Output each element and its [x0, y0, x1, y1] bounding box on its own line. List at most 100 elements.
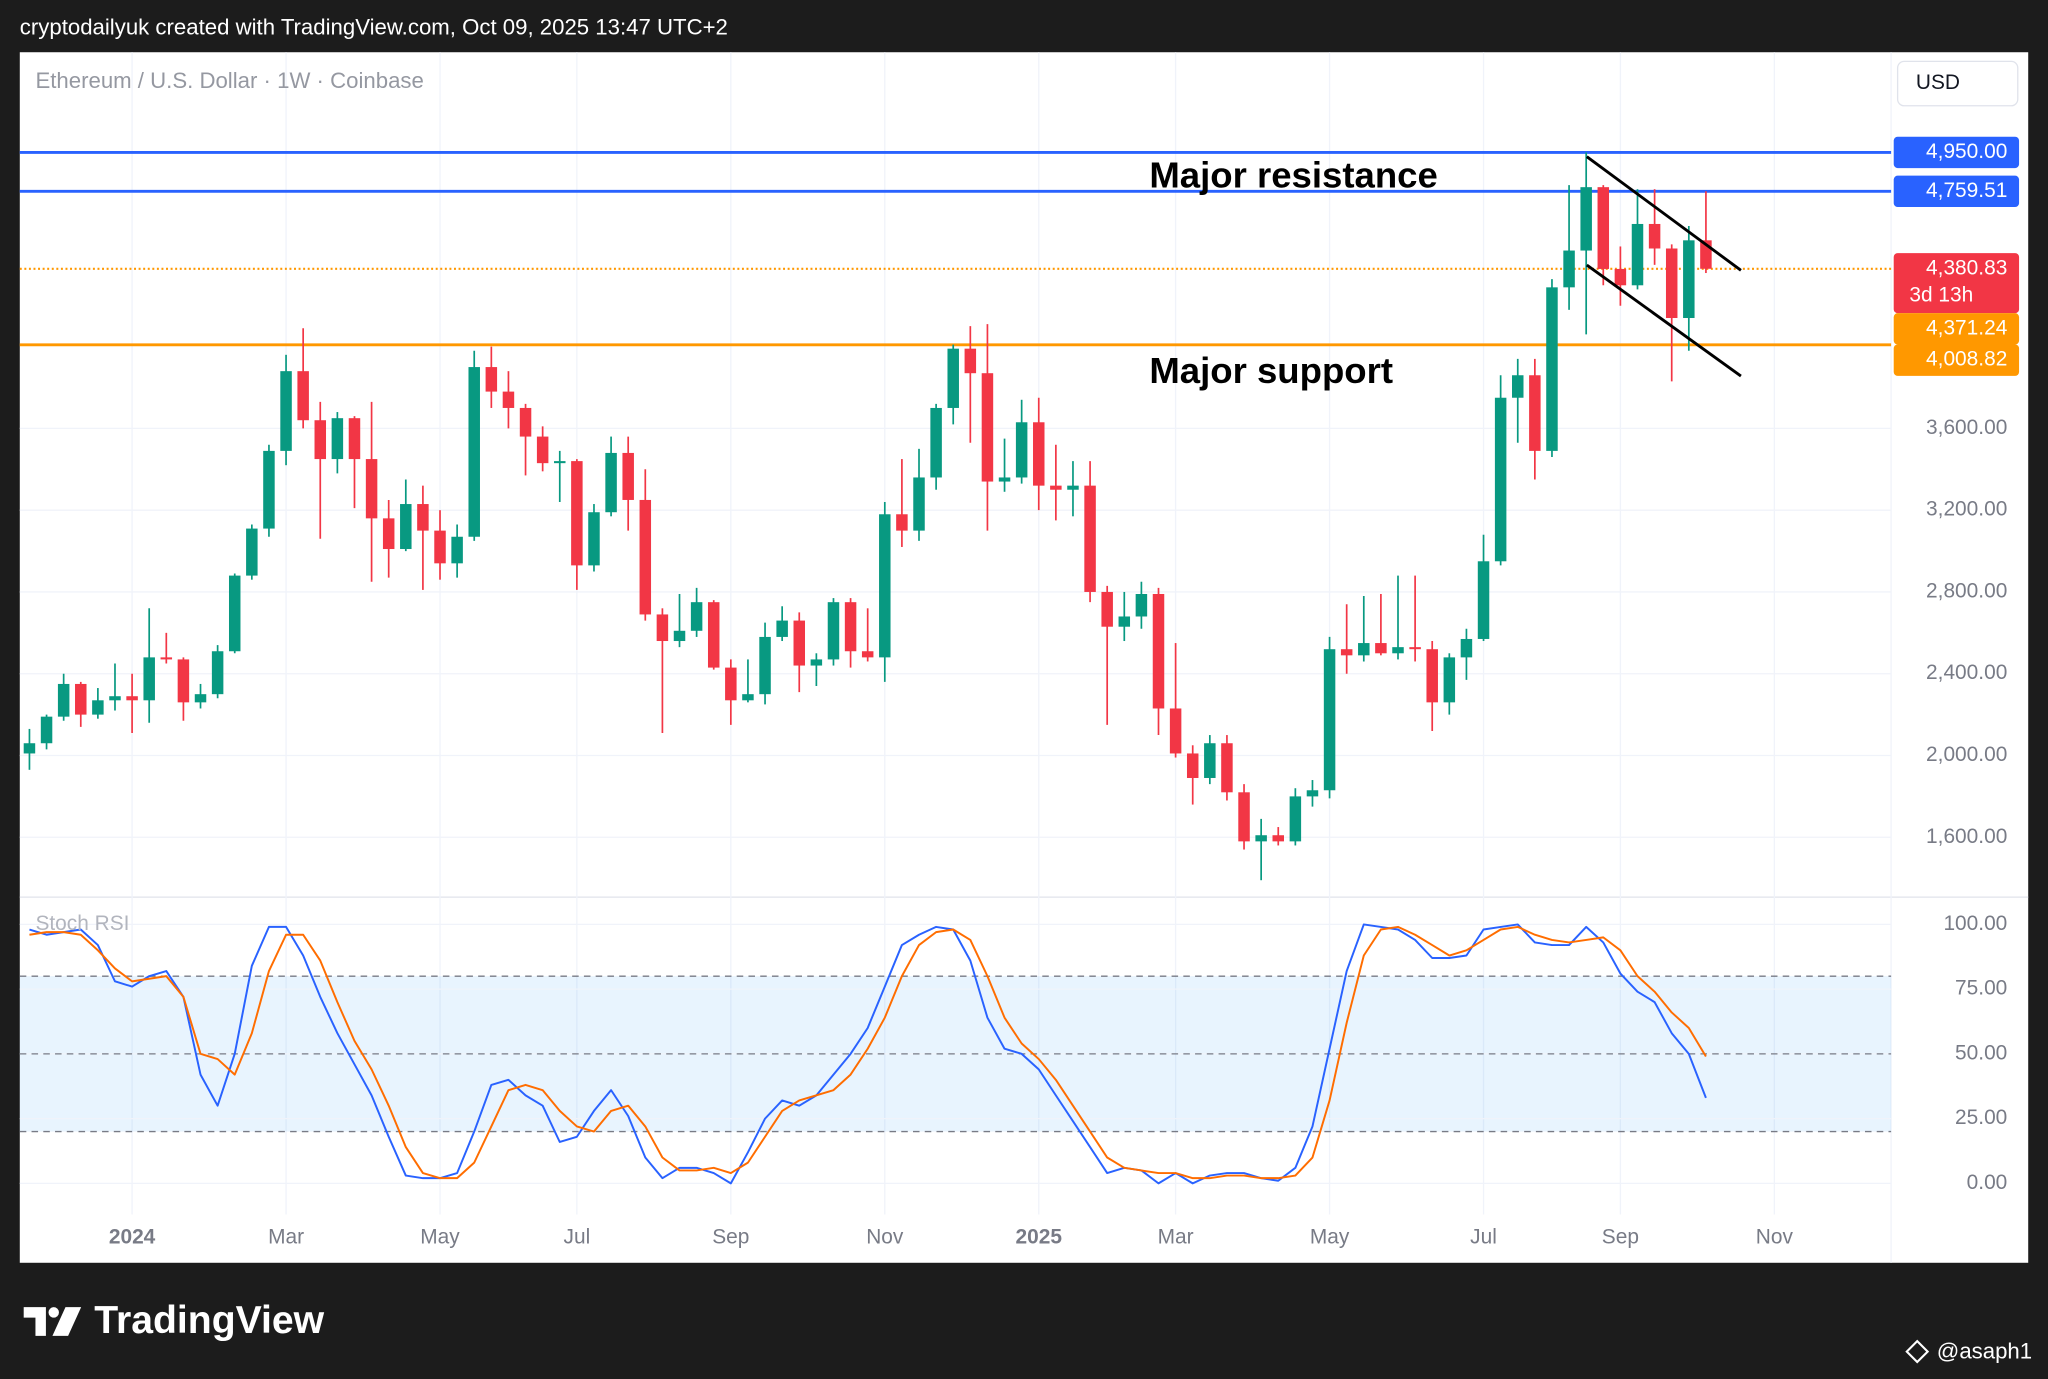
candle-body [228, 575, 241, 652]
x-tick-label: Jul [1470, 1225, 1497, 1248]
x-tick-label: Nov [866, 1225, 904, 1248]
candle-body [331, 418, 344, 460]
candle-body [742, 694, 754, 701]
candle-body [1118, 616, 1131, 627]
candle-body [879, 514, 891, 658]
candle-body [246, 528, 258, 576]
candle-body [1409, 647, 1421, 650]
candle-body [382, 518, 395, 550]
footer-brand: TradingView [94, 1299, 324, 1342]
candle-body [143, 657, 155, 701]
currency-button[interactable] [1896, 60, 2019, 107]
x-tick-label: Mar [268, 1225, 304, 1248]
x-tick-label: Nov [1756, 1225, 1794, 1248]
candle-body [998, 477, 1011, 482]
candle-body [776, 620, 788, 637]
candle-body [194, 694, 207, 703]
candle-body [1323, 649, 1336, 791]
candle-body [622, 452, 634, 500]
currency-label[interactable]: USD [1916, 71, 1960, 94]
candle-body [1084, 485, 1096, 592]
candle-body [1289, 796, 1302, 842]
price-tag [1893, 175, 2020, 208]
candle-body [1375, 643, 1387, 654]
y-tick-label: 1,600.00 [1926, 825, 2007, 848]
plot-layer: 2024 Mar May Jul Sep Nov 2025 Mar May Jul Sep Nov 1,… [19, 52, 2029, 1263]
candle-body [1426, 649, 1438, 703]
x-tick-label: Sep [712, 1225, 749, 1248]
author-icon [1905, 1339, 1930, 1364]
candle-body [1272, 835, 1284, 842]
candle-body [1529, 375, 1541, 451]
x-tick-label: 2024 [109, 1225, 156, 1248]
candle-body [468, 367, 480, 537]
candle-body [75, 683, 87, 715]
candle-body [1683, 240, 1695, 319]
candle-body [1015, 422, 1028, 478]
candle-body [639, 499, 652, 615]
logo [23, 1307, 82, 1336]
candle-body [1221, 743, 1233, 793]
candle-body [554, 461, 566, 464]
candle-body [1665, 248, 1678, 319]
overlay: Major resistance Major support Ethereum … [35, 60, 2020, 935]
candle-body [400, 504, 412, 550]
candle-body [844, 602, 857, 652]
y-tick-label: 0.00 [1967, 1171, 2008, 1194]
candle-body [827, 602, 840, 660]
y-tick-label: 3,200.00 [1926, 498, 2007, 521]
candle-body [177, 659, 190, 703]
candle-body [964, 348, 977, 374]
candle-body [211, 651, 224, 695]
candle-body [23, 743, 36, 754]
channel-upper [1585, 155, 1742, 272]
price-tag-countdown: 3d 13h [1909, 284, 1973, 307]
price-tag [1893, 313, 2020, 345]
candle-body [1580, 187, 1592, 251]
candle-body [1460, 638, 1473, 658]
candle-body [1546, 287, 1558, 451]
candle-body [92, 700, 104, 715]
logo-mark [48, 1307, 59, 1318]
candle-body [109, 696, 121, 701]
price-tag-label: 4,371.24 [1926, 316, 2007, 339]
candle-body [1050, 485, 1062, 490]
y-tick-label: 75.00 [1955, 977, 2007, 1000]
candle-body [1101, 591, 1113, 627]
candle-body [126, 696, 138, 701]
candle-body [1494, 397, 1507, 562]
footer-author: @asaph1 [1937, 1339, 2032, 1364]
y-tick-label: 50.00 [1955, 1041, 2007, 1064]
logo-mark [23, 1307, 46, 1336]
candle-body [1563, 250, 1575, 288]
candle-body [417, 504, 429, 531]
logo-mark [52, 1307, 82, 1336]
x-tick-label: 2025 [1016, 1225, 1063, 1248]
y-tick-label: 2,800.00 [1926, 579, 2007, 602]
candle-body [1135, 593, 1148, 617]
candle-body [605, 452, 617, 513]
candle-body [656, 614, 669, 642]
candle-body [1392, 647, 1404, 654]
price-tag-label: 4,759.51 [1926, 179, 2007, 202]
candle-body [160, 657, 173, 660]
candle-body [571, 461, 583, 566]
stoch-line [29, 925, 1707, 1180]
candle-body [930, 407, 942, 478]
candle-body [314, 420, 327, 460]
price-tag-label: 4,008.82 [1926, 348, 2007, 371]
header-text: cryptodailyuk created with TradingView.c… [20, 15, 728, 40]
candle-body [1648, 223, 1661, 249]
candle-body [1614, 268, 1627, 286]
price-tag [1893, 344, 2020, 376]
candle-body [947, 348, 959, 408]
candle-body [707, 602, 720, 668]
candle-body [1477, 561, 1490, 639]
price-tag [1893, 253, 2020, 314]
x-tick-label: Sep [1602, 1225, 1639, 1248]
candle-body [896, 514, 908, 531]
candle-body [1443, 657, 1456, 703]
candle-body [1358, 643, 1370, 656]
candle-body [1033, 422, 1045, 486]
